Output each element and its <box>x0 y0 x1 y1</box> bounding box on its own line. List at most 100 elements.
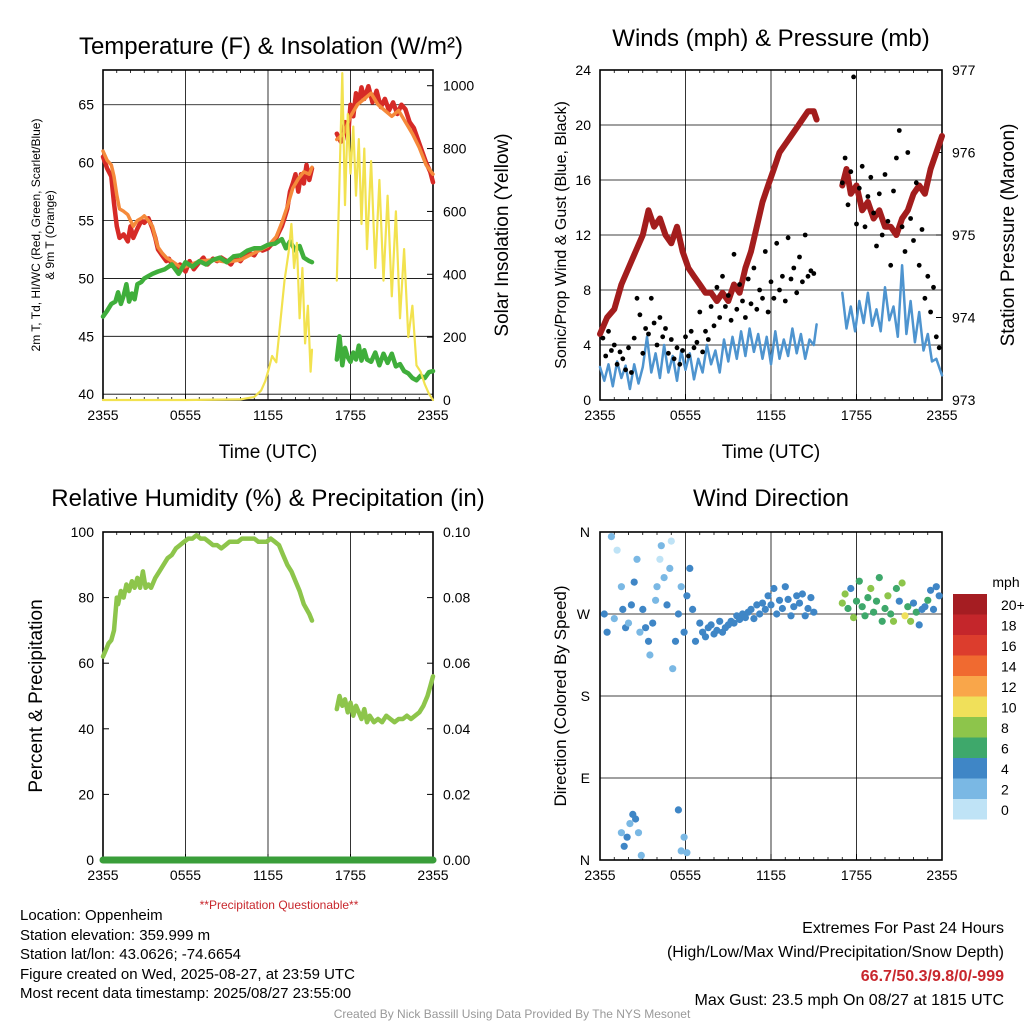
gust-point <box>851 74 856 80</box>
gust-point <box>637 312 643 318</box>
x-tick-label: 2355 <box>584 407 615 423</box>
legend-label: 12 <box>1001 679 1017 695</box>
gust-point <box>677 361 683 367</box>
direction-point <box>671 637 680 645</box>
y-tick-label: 20 <box>575 117 591 133</box>
direction-point <box>810 608 818 616</box>
gust-point <box>725 293 731 298</box>
x-axis-label: Time (UTC) <box>722 442 821 463</box>
direction-point <box>623 833 631 841</box>
direction-point <box>607 533 616 541</box>
sonic_wind-line <box>841 264 944 377</box>
gust-point <box>839 180 845 186</box>
direction-point <box>617 829 626 837</box>
y2-tick-label: 600 <box>443 203 467 219</box>
direction-point <box>663 601 671 609</box>
direction-point <box>680 833 688 841</box>
direction-point <box>912 608 920 616</box>
gust-point <box>629 370 634 375</box>
legend-title: mph <box>992 574 1019 590</box>
x-tick-label: 1155 <box>756 867 786 883</box>
gust-point <box>805 273 811 279</box>
elevation-text: Station elevation: 359.999 m <box>20 926 211 944</box>
direction-point <box>677 847 685 855</box>
gust-point <box>609 348 614 353</box>
created-text: Figure created on Wed, 2025-08-27, at 23… <box>20 965 355 983</box>
gust-point <box>643 326 648 331</box>
x-tick-label: 1155 <box>756 407 786 423</box>
latlon-text: Station lat/lon: 43.0626; -74.6654 <box>20 946 242 963</box>
direction-point <box>730 619 738 627</box>
y-axis-label-line2: & 9m T (Orange) <box>43 190 57 280</box>
direction-point <box>624 619 633 627</box>
gust-point <box>603 353 609 359</box>
direction-point <box>753 601 761 609</box>
gust-point <box>868 174 874 180</box>
gust-point <box>760 295 765 301</box>
gust-point <box>660 334 666 340</box>
direction-point <box>750 615 758 623</box>
legend-swatch <box>953 614 987 635</box>
y-tick-label: 80 <box>78 590 94 606</box>
dewpoint-line <box>100 236 315 319</box>
gust-point <box>785 235 791 241</box>
temperature-line <box>100 154 315 274</box>
gust-point <box>697 309 703 315</box>
direction-point <box>701 633 710 641</box>
direction-point <box>844 604 852 613</box>
gust-point <box>688 328 694 334</box>
gust-point <box>734 306 740 312</box>
direction-point <box>617 583 626 591</box>
y2-tick-label: 800 <box>443 141 467 157</box>
x-tick-label: 1755 <box>335 407 366 423</box>
x-tick-label: 2355 <box>417 407 448 423</box>
direction-point <box>667 537 675 545</box>
y-tick-label: 100 <box>71 524 95 540</box>
gust-point <box>774 240 780 246</box>
gust-point <box>728 317 734 323</box>
gust-point <box>751 265 757 271</box>
direction-point <box>904 603 912 611</box>
direction-point <box>644 637 653 645</box>
gust-point <box>674 345 680 351</box>
gust-point <box>762 249 768 254</box>
direction-point <box>630 578 638 586</box>
x-tick-label: 1755 <box>841 407 872 423</box>
direction-point <box>852 597 861 605</box>
gust-point <box>611 342 617 348</box>
direction-point <box>801 612 809 620</box>
gust-point <box>788 276 794 282</box>
y2-tick-label: 974 <box>952 310 976 326</box>
direction-point <box>838 599 846 607</box>
legend-swatch <box>953 737 987 758</box>
x-tick-label: 1155 <box>253 867 283 883</box>
direction-point <box>767 601 775 609</box>
direction-point <box>775 596 784 604</box>
direction-point <box>861 612 869 620</box>
extremes-title: Extremes For Past 24 Hours <box>802 920 1004 937</box>
direction-point <box>646 651 654 659</box>
legend-label: 6 <box>1001 741 1009 757</box>
direction-point <box>921 603 929 611</box>
direction-point <box>674 610 683 618</box>
gust-point <box>765 309 771 315</box>
direction-point <box>847 584 855 593</box>
location-text: Location: Oppenheim <box>20 907 163 924</box>
y-tick-label: 4 <box>583 337 591 353</box>
direction-point <box>677 583 685 591</box>
direction-point <box>669 665 677 673</box>
gust-point <box>623 367 628 373</box>
direction-point <box>633 555 641 563</box>
direction-point <box>600 610 608 618</box>
direction-point <box>807 594 815 602</box>
gust-point <box>899 224 905 230</box>
direction-point <box>881 604 889 613</box>
gust-point <box>723 304 728 309</box>
gust-point <box>922 295 928 301</box>
gust-point <box>848 169 854 175</box>
gust-point <box>606 328 611 334</box>
legend-label: 10 <box>1001 700 1017 716</box>
x-tick-label: 1755 <box>841 867 872 883</box>
gust-point <box>882 172 888 177</box>
